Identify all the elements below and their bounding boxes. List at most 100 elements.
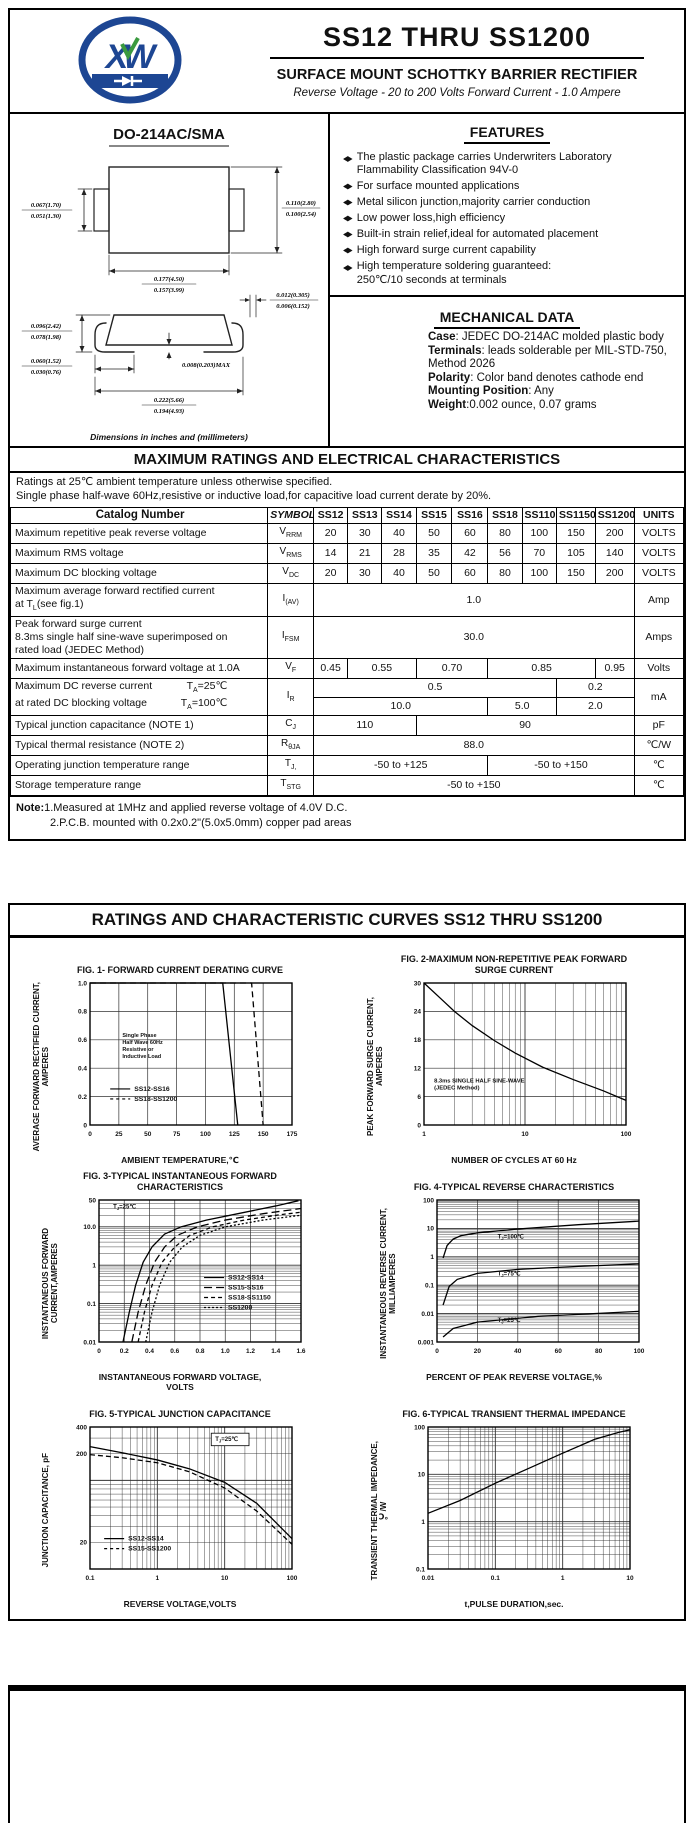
value-cell: 0.45 xyxy=(313,658,349,680)
svg-text:TJ​=25℃: TJ​=25℃ xyxy=(498,1317,521,1325)
col-part: SS14 xyxy=(381,507,417,524)
svg-text:TJ​=75℃: TJ​=75℃ xyxy=(498,1271,521,1279)
ratings-condition-line: Single phase half-wave 60Hz,resistive or… xyxy=(16,489,492,502)
table-row: Typical junction capacitance (NOTE 1) CJ 1… xyxy=(9,715,685,737)
row-symbol: I(AV) xyxy=(267,582,315,618)
package-name: DO-214AC/SMA xyxy=(14,126,324,147)
package-outline-drawing: 0.067(1.70) 0.051(1.30) 0.110(2.80) 0.10… xyxy=(21,166,321,415)
svg-text:12: 12 xyxy=(413,1066,421,1073)
svg-text:SS1200: SS1200 xyxy=(228,1305,252,1312)
svg-text:125: 125 xyxy=(228,1131,239,1138)
svg-text:1: 1 xyxy=(561,1575,565,1582)
row-units: ℃ xyxy=(633,775,685,797)
note-line: Note:1.Measured at 1MHz and applied reve… xyxy=(16,802,348,815)
value-cell: 0.2 xyxy=(556,678,635,698)
dim-body-height-in: 0.110(2.80) xyxy=(286,200,316,207)
brand-logo: XW xyxy=(20,16,240,104)
mechanical-data-section: MECHANICAL DATA Case: JEDEC DO-214AC mol… xyxy=(330,295,684,422)
svg-text:0.6: 0.6 xyxy=(170,1348,179,1355)
svg-text:0.001: 0.001 xyxy=(418,1340,435,1347)
row-symbol: TJ, xyxy=(267,755,315,777)
svg-text:0.01: 0.01 xyxy=(422,1575,435,1582)
svg-text:80: 80 xyxy=(595,1348,603,1355)
svg-text:0: 0 xyxy=(83,1123,87,1130)
svg-text:Single Phase: Single Phase xyxy=(122,1033,156,1039)
row-label: Maximum instantaneous forward voltage at… xyxy=(9,658,269,680)
row-symbol: IFSM xyxy=(267,616,315,660)
value-cell: 105 xyxy=(556,543,596,564)
svg-text:18: 18 xyxy=(413,1037,421,1044)
diamond-bullet-icon: ◆ xyxy=(343,182,353,191)
datasheet-page-1: XW SS12 THRU SS1200 SURFACE MOUNT SCHOTT… xyxy=(8,8,686,842)
value-cell: 10.0 xyxy=(313,696,489,717)
package-caption: Dimensions in inches and (millimeters) xyxy=(90,432,248,442)
ratings-conditions: Ratings at 25℃ ambient temperature unles… xyxy=(10,473,684,507)
row-label: Typical thermal resistance (NOTE 2) xyxy=(9,735,269,757)
figure-plot: 0 20 40 60 80 100 100 10 1 0.1 0.01 0.001 TJ​=100℃ TJ… xyxy=(418,1198,645,1356)
svg-text:1.0: 1.0 xyxy=(220,1348,229,1355)
dim-body-height-mm: 0.100(2.54) xyxy=(286,211,316,218)
col-part: SS12 xyxy=(313,507,349,524)
figure-xlabel: INSTANTANEOUS FORWARD VOLTAGE, VOLTS xyxy=(98,1372,262,1393)
row-label: Maximum average forward rectified curren… xyxy=(9,582,269,618)
svg-text:TJ​=100℃: TJ​=100℃ xyxy=(498,1234,525,1242)
value-cell: 50 xyxy=(415,563,453,584)
value-cell: 100 xyxy=(521,563,558,584)
svg-text:60: 60 xyxy=(555,1348,563,1355)
svg-text:24: 24 xyxy=(413,1009,421,1016)
value-cell: 0.5 xyxy=(313,678,558,698)
row-units: VOLTS xyxy=(633,543,685,564)
col-part: SS13 xyxy=(347,507,383,524)
dim-body-width-mm: 0.157(3.99) xyxy=(154,287,184,294)
table-row: Maximum RMS voltage VRMS 14 21 28 35 42 56 70 105… xyxy=(9,543,685,564)
figure-5: FIG. 5-TYPICAL JUNCTION CAPACITANCE JUNCT… xyxy=(14,1396,346,1609)
dim-overall-width-mm: 0.194(4.93) xyxy=(154,408,184,415)
svg-text:0: 0 xyxy=(97,1348,101,1355)
value-cell: 42 xyxy=(451,543,489,564)
value-cell: 21 xyxy=(347,543,383,564)
figure-plot: 1 10 100 0 6 12 18 24 30 8.3ms SINGLE HALF SINE-W… xyxy=(413,981,631,1139)
series-IFSM xyxy=(423,982,626,1102)
curves-page: RATINGS AND CHARACTERISTIC CURVES SS12 T… xyxy=(8,903,686,1622)
title-rule xyxy=(270,56,644,59)
svg-text:0: 0 xyxy=(417,1123,421,1130)
row-units: Volts xyxy=(633,658,685,680)
dim-lead-height-mm: 0.051(1.30) xyxy=(31,213,61,220)
svg-text:400: 400 xyxy=(76,1425,87,1432)
row-units: ℃/W xyxy=(633,735,685,757)
table-row: Operating junction temperature range TJ, -… xyxy=(9,755,685,777)
page-tagline: Reverse Voltage - 20 to 200 Volts Forwar… xyxy=(293,86,621,99)
features-list: ◆ The plastic package carries Underwriter… xyxy=(330,146,684,295)
svg-text:1.4: 1.4 xyxy=(271,1348,280,1355)
svg-text:0.4: 0.4 xyxy=(144,1348,153,1355)
svg-text:100: 100 xyxy=(620,1131,631,1138)
svg-text:0.1: 0.1 xyxy=(425,1283,434,1290)
figure-ylabel: INSTANTANEOUS FORWARD CURRENT,AMPERES xyxy=(40,1227,59,1339)
figure-ylabel: INSTANTANEOUS REVERSE CURRENT, MILLIAMPE… xyxy=(379,1207,397,1359)
row-symbol: IR xyxy=(267,678,315,717)
row-symbol: RθJA xyxy=(267,735,315,757)
feature-item: ◆ For surface mounted applications xyxy=(343,180,520,192)
svg-text:SS18-SS1200: SS18-SS1200 xyxy=(134,1096,177,1103)
value-cell: 110 xyxy=(313,715,417,737)
value-cell: 0.95 xyxy=(594,658,635,680)
row-units: VOLTS xyxy=(633,563,685,584)
svg-text:20: 20 xyxy=(474,1348,482,1355)
value-cell: -50 to +150 xyxy=(487,755,635,777)
feature-item: ◆ Low power loss,high efficiency xyxy=(343,212,506,224)
svg-text:20: 20 xyxy=(79,1540,87,1547)
svg-text:0.6: 0.6 xyxy=(77,1037,86,1044)
mechanical-row: Terminals: leads solderable per MIL-STD-… xyxy=(428,344,667,371)
svg-text:0.1: 0.1 xyxy=(491,1575,500,1582)
svg-text:10: 10 xyxy=(626,1575,634,1582)
row-units: mA xyxy=(633,678,685,717)
svg-text:10.0: 10.0 xyxy=(83,1224,96,1231)
ratings-condition-line: Ratings at 25℃ ambient temperature unles… xyxy=(16,476,333,488)
value-cell: 1.0 xyxy=(313,582,635,618)
value-cell: -50 to +125 xyxy=(313,755,489,777)
svg-text:0.8: 0.8 xyxy=(195,1348,204,1355)
svg-text:0.1: 0.1 xyxy=(85,1575,94,1582)
svg-text:0.01: 0.01 xyxy=(421,1311,434,1318)
svg-text:SS15-SS16: SS15-SS16 xyxy=(228,1285,264,1292)
svg-text:175: 175 xyxy=(286,1131,297,1138)
